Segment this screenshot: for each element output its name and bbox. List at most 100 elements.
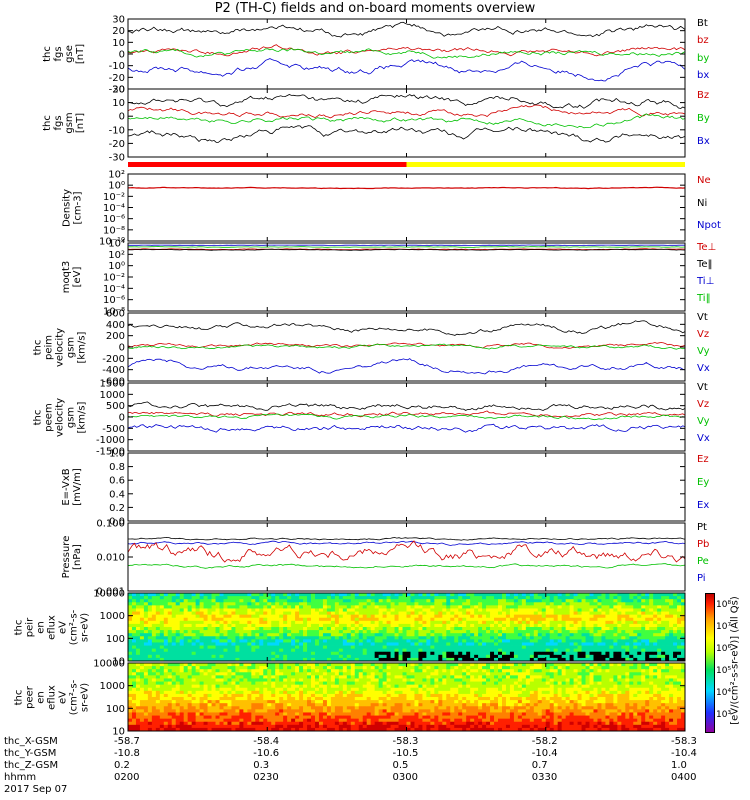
legend-efield-1: Ey <box>697 477 710 488</box>
gsm-bz-line <box>127 104 686 119</box>
ylabel-peem_vel: thc peem velocity gsm [km/s] <box>32 397 88 437</box>
colorbar-label: [eV/(cm²-s-sr-eV)] (All Qs) <box>729 596 741 725</box>
legend-pressure-3: Pi <box>697 572 706 584</box>
ylabel-peer_eflux: thc peer en eflux eV (cm²-s-sr-eV) <box>13 679 91 715</box>
gse-by-line <box>127 48 686 59</box>
ytick-label: 10⁻⁶ <box>103 295 125 306</box>
ylabel-pressure: Pressure [nPa] <box>61 535 83 579</box>
orbit-value: 0400 <box>671 772 697 783</box>
legend-density-1: Ni <box>697 197 708 209</box>
ytick-label: 0 <box>119 343 125 354</box>
orbit-row-label: thc_Y-GSM <box>4 748 57 759</box>
legend-temp-0: Te⊥ <box>697 241 717 253</box>
peem-vx-line <box>127 423 686 433</box>
ytick-label: 200 <box>106 331 125 342</box>
te-par-line <box>128 248 686 251</box>
gsm-bx-line <box>127 125 686 143</box>
orbit-value: 1.0 <box>671 760 687 771</box>
gse-bx-line <box>127 58 686 82</box>
legend-fgs_gse-1: bz <box>697 35 709 47</box>
ytick-label: 10 <box>112 727 125 738</box>
orbit-value: 0.3 <box>253 760 270 771</box>
colorbar-tick: 10³ <box>716 710 732 720</box>
legend-fgs_gsm-1: By <box>697 113 710 124</box>
orbit-row-label: thc_X-GSM <box>4 736 58 747</box>
ytick-label: 0.100 <box>96 519 125 530</box>
gse-bz-line <box>127 44 686 57</box>
ytick-label: 10² <box>108 250 125 261</box>
colorbar-tick: 10⁸ <box>716 600 732 610</box>
ytick-label: 30 <box>112 15 125 26</box>
legend-fgs_gse-2: by <box>697 52 710 64</box>
ytick-label: -600 <box>102 377 125 388</box>
ytick-label: 10⁻⁸ <box>103 225 125 236</box>
panel-frame-temp <box>127 242 686 312</box>
ytick-label: -500 <box>102 424 125 435</box>
legend-peem_vel-3: Vx <box>697 432 710 444</box>
ytick-label: 10⁻² <box>103 192 125 203</box>
panel-frame-pressure <box>127 522 686 592</box>
gsm-by-line <box>127 113 686 129</box>
orbit-value: -58.3 <box>392 736 419 747</box>
ytick-label: -10 <box>109 61 125 72</box>
ytick-label: 0.010 <box>96 553 125 564</box>
ion-eflux-spectrogram <box>128 593 686 662</box>
ytick-label: 1500 <box>100 379 125 390</box>
legend-peim_vel-3: Vx <box>697 362 710 374</box>
peim-vx-line <box>127 358 686 375</box>
ytick-label: 10 <box>112 98 125 109</box>
ytick-label: 0 <box>119 112 125 123</box>
ytick-label: -1500 <box>96 447 125 458</box>
orbit-value: -58.4 <box>253 736 280 747</box>
peem-vy-line <box>127 413 686 421</box>
electron-eflux-spectrogram <box>128 663 686 732</box>
legend-fgs_gse-0: Bt <box>697 17 708 29</box>
ytick-label: 1000 <box>100 611 125 622</box>
pt-line <box>128 536 686 541</box>
colorbar-tick: 10⁵ <box>716 666 732 676</box>
ytick-label: 10 <box>112 38 125 49</box>
legend-density-2: Npot <box>697 219 721 231</box>
orbit-value: -10.4 <box>671 748 697 759</box>
ytick-label: 10000 <box>93 659 125 670</box>
ytick-label: 100 <box>106 634 125 645</box>
ytick-label: 600 <box>106 309 125 320</box>
gsm-bt-line <box>127 94 686 109</box>
orbit-value: 0300 <box>392 772 418 783</box>
ytick-label: 500 <box>106 401 125 412</box>
legend-pressure-0: Pt <box>697 521 707 533</box>
legend-fgs_gse-3: bx <box>697 70 710 82</box>
ne-line <box>127 186 686 190</box>
ylabel-peim_vel: thc peim velocity gsm [km/s] <box>32 327 88 367</box>
ylabel-fgs_gsm: thc fgs gsm [nT] <box>42 112 86 134</box>
ytick-label: 10⁻⁶ <box>103 214 125 225</box>
ytick-label: 0.001 <box>96 587 125 598</box>
ytick-label: -20 <box>109 139 125 150</box>
legend-efield-0: Ez <box>697 454 709 466</box>
panel-frame-efield <box>127 452 686 522</box>
chart-title: P2 (TH-C) fields and on-board moments ov… <box>214 1 536 16</box>
legend-peem_vel-1: Vz <box>697 398 710 410</box>
orbit-value: -58.2 <box>531 736 558 747</box>
legend-peem_vel-0: Vt <box>697 381 708 393</box>
pe-line <box>127 563 686 569</box>
panel-frame-peem_vel <box>127 382 686 452</box>
ytick-label: -1000 <box>96 435 125 446</box>
ytick-label: 10⁰ <box>108 181 125 192</box>
pb-line <box>127 540 686 563</box>
panel-frame-fgs_gse <box>127 18 686 90</box>
legend-peim_vel-2: Vy <box>697 345 710 357</box>
ytick-label: 0 <box>119 413 125 424</box>
ytick-label: -30 <box>109 85 125 96</box>
ytick-label: 10⁻¹⁰ <box>99 237 125 248</box>
ytick-label: 0.2 <box>109 503 125 514</box>
energy-flux-colorbar <box>705 593 715 733</box>
orbit-value: 0.5 <box>392 760 409 771</box>
ytick-label: 100 <box>106 704 125 715</box>
ylabel-peir_eflux: thc peir en eflux eV (cm²-s-sr-eV) <box>13 609 91 645</box>
peim-vz-line <box>127 342 686 349</box>
ti-par-line <box>127 246 686 248</box>
pi-line <box>127 540 686 546</box>
colorbar-tick: 10⁴ <box>716 688 732 698</box>
ytick-label: 1000 <box>100 681 125 692</box>
